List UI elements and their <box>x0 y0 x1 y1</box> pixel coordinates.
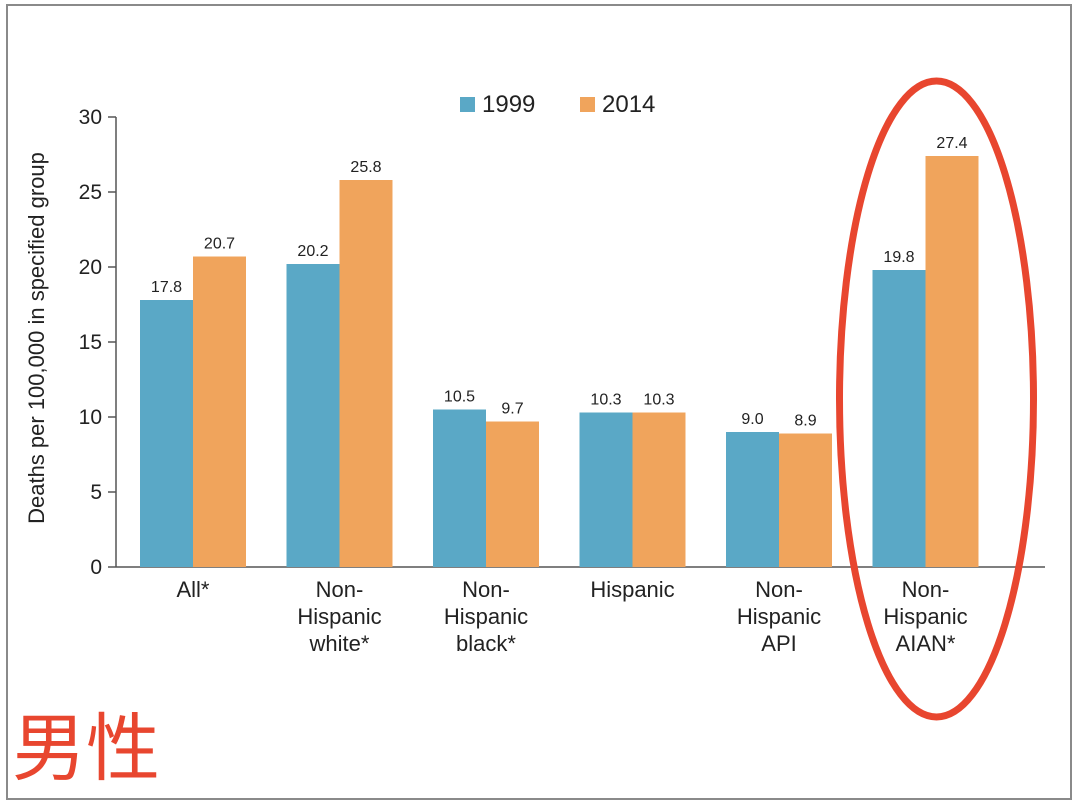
x-tick-label: Hispanic <box>444 604 528 629</box>
bar-2014 <box>925 156 979 567</box>
annotation-text: 男性 <box>12 706 160 792</box>
bar-1999 <box>433 409 486 567</box>
x-tick-label: Hispanic <box>297 604 381 629</box>
x-tick-label: Non- <box>462 577 510 602</box>
data-label-1999: 20.2 <box>297 243 328 260</box>
y-tick-label: 30 <box>79 106 102 129</box>
x-tick-label: Hispanic <box>590 577 674 602</box>
data-label-2014: 8.9 <box>794 413 816 430</box>
data-label-2014: 25.8 <box>350 159 381 176</box>
data-label-2014: 20.7 <box>204 236 235 253</box>
x-tick-label: API <box>761 631 796 656</box>
x-tick-label: AIAN* <box>896 631 956 656</box>
legend-label-1999: 1999 <box>482 91 535 118</box>
bar-2014 <box>193 256 246 567</box>
data-label-1999: 9.0 <box>741 411 763 428</box>
data-label-1999: 10.5 <box>444 389 475 406</box>
legend-swatch-1999 <box>460 97 475 112</box>
chart-frame <box>6 4 1072 800</box>
data-label-1999: 19.8 <box>883 249 914 266</box>
bar-2014 <box>486 421 539 567</box>
data-label-2014: 27.4 <box>936 135 967 152</box>
bar-1999 <box>726 432 779 567</box>
bar-2014 <box>632 412 686 567</box>
x-tick-label: All* <box>176 577 209 602</box>
legend-swatch-2014 <box>580 97 595 112</box>
bar-1999 <box>579 412 633 567</box>
bar-1999 <box>286 264 340 567</box>
bar-1999 <box>872 270 926 567</box>
y-axis-title: Deaths per 100,000 in specified group <box>24 152 49 524</box>
data-label-1999: 10.3 <box>590 392 621 409</box>
y-tick-label: 10 <box>79 406 102 429</box>
y-tick-label: 20 <box>79 256 102 279</box>
data-label-2014: 10.3 <box>643 392 674 409</box>
y-tick-label: 0 <box>90 556 102 579</box>
y-tick-label: 15 <box>79 331 102 354</box>
x-tick-label: white* <box>309 631 370 656</box>
data-label-2014: 9.7 <box>501 401 523 418</box>
legend-label-2014: 2014 <box>602 91 655 118</box>
bar-1999 <box>140 300 193 567</box>
x-tick-label: Hispanic <box>883 604 967 629</box>
bar-2014 <box>339 180 393 567</box>
y-tick-label: 25 <box>79 181 102 204</box>
x-tick-label: black* <box>456 631 516 656</box>
x-tick-label: Non- <box>902 577 950 602</box>
bar-2014 <box>779 433 832 567</box>
highlight-ellipse <box>836 77 1037 721</box>
x-tick-label: Non- <box>755 577 803 602</box>
data-label-1999: 17.8 <box>151 279 182 296</box>
y-tick-label: 5 <box>90 481 102 504</box>
x-tick-label: Non- <box>316 577 364 602</box>
x-tick-label: Hispanic <box>737 604 821 629</box>
